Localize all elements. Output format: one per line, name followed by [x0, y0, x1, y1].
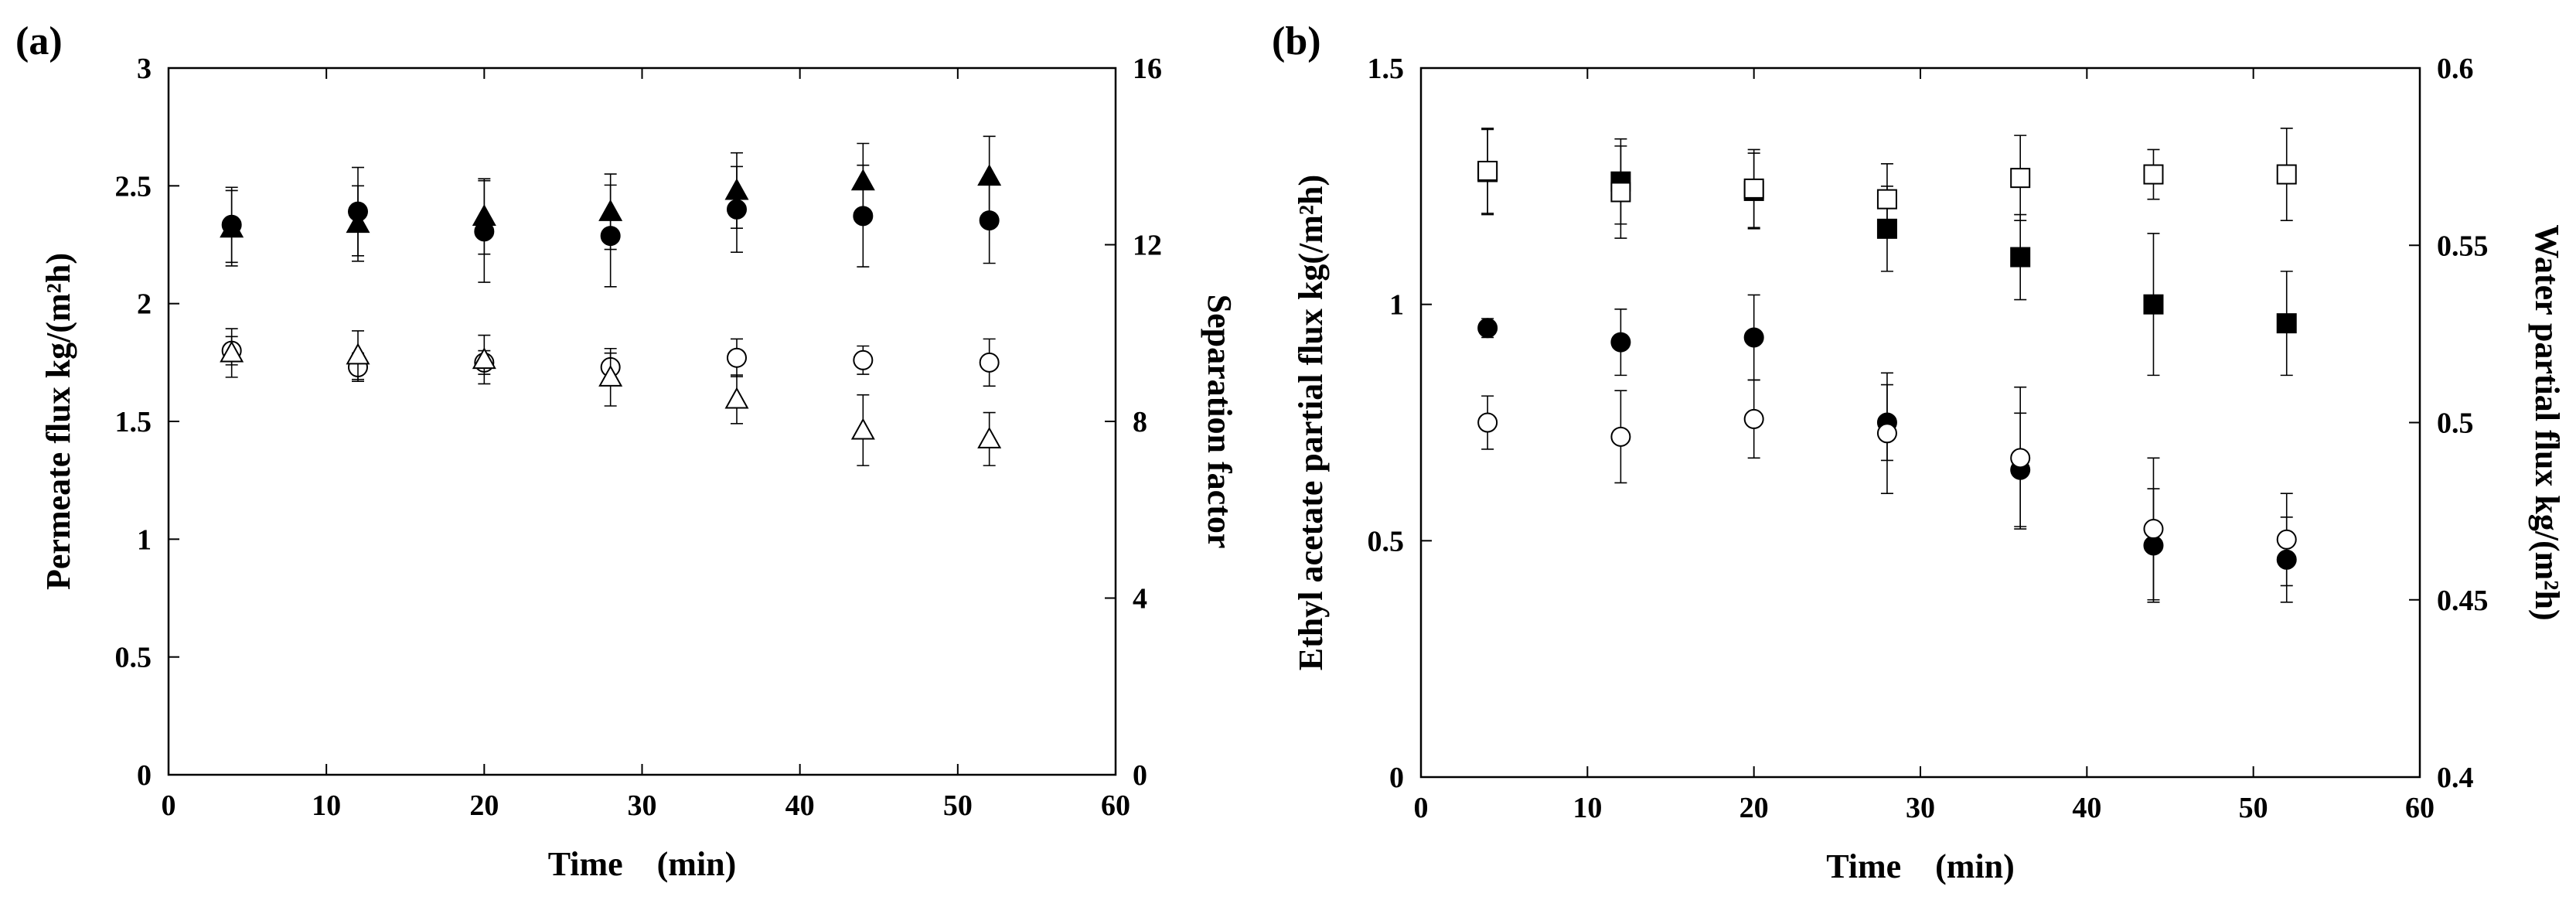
data-point — [346, 343, 370, 365]
x-tick-label: 30 — [628, 789, 657, 822]
y-tick-label: 0 — [137, 759, 152, 792]
y-tick-label: 0.5 — [1368, 525, 1405, 557]
data-point — [221, 214, 242, 235]
data-point — [600, 226, 621, 247]
data-point — [2010, 168, 2031, 189]
series-circle-open — [1477, 372, 2297, 601]
y-tick-label: 3 — [137, 53, 152, 85]
x-tick-label: 60 — [1101, 789, 1130, 822]
x-tick-label: 10 — [1573, 792, 1602, 824]
data-point — [850, 418, 875, 440]
x-tick-label: 50 — [943, 789, 973, 822]
data-point — [1610, 182, 1631, 203]
data-point — [220, 340, 244, 363]
data-point — [727, 347, 747, 368]
data-point — [2143, 164, 2164, 185]
y-tick-label: 1 — [1389, 289, 1404, 322]
panel-label: (a) — [15, 19, 63, 63]
x-tick-label: 0 — [162, 789, 176, 822]
x-tick-label: 20 — [469, 789, 499, 822]
plot-frame — [1419, 66, 2421, 779]
data-point — [2143, 519, 2164, 540]
series-square-open — [1477, 128, 2297, 239]
y2-tick-label: 12 — [1133, 230, 1162, 262]
series-triangle-open — [220, 328, 1002, 466]
data-point — [1876, 423, 1897, 444]
x-tick-label: 60 — [2405, 792, 2435, 824]
x-tick-label: 10 — [312, 789, 341, 822]
y-tick-label: 2 — [137, 288, 152, 321]
y2-tick-label: 16 — [1133, 53, 1162, 85]
y-axis-title: Permeate flux kg/(m²h) — [39, 253, 77, 590]
plot-frame — [167, 66, 1117, 776]
data-point — [1610, 332, 1631, 353]
data-point — [348, 201, 368, 222]
data-point — [2276, 529, 2297, 550]
y2-tick-label: 0.5 — [2437, 407, 2474, 440]
data-point — [724, 387, 749, 409]
y-axis-title: Ethyl acetate partial flux kg(/m²h) — [1292, 175, 1330, 670]
y2-tick-label: 0.4 — [2437, 762, 2474, 794]
x-tick-label: 30 — [1906, 792, 1935, 824]
y2-tick-label: 0.55 — [2437, 230, 2489, 262]
x-tick-label: 0 — [1414, 792, 1429, 824]
y2-tick-label: 4 — [1133, 583, 1147, 615]
data-point — [2010, 247, 2031, 268]
data-point — [1743, 408, 1764, 429]
data-point — [977, 426, 1002, 448]
data-point — [598, 365, 623, 387]
data-point — [1477, 160, 1498, 181]
y-tick-label: 2.5 — [115, 170, 152, 203]
data-point — [2143, 294, 2164, 315]
data-point — [1743, 327, 1764, 348]
y2-tick-label: 0 — [1133, 759, 1147, 792]
y-tick-label: 1 — [137, 523, 152, 556]
y-tick-label: 0.5 — [115, 642, 152, 674]
data-point — [1477, 412, 1498, 433]
y-tick-label: 1.5 — [1368, 53, 1405, 85]
y2-tick-label: 0.6 — [2437, 53, 2474, 85]
y2-tick-label: 0.45 — [2437, 585, 2489, 617]
data-point — [2010, 448, 2031, 469]
x-tick-label: 20 — [1739, 792, 1769, 824]
data-point — [474, 221, 495, 242]
data-point — [2276, 313, 2297, 334]
x-axis-title: Time (min) — [548, 845, 737, 883]
data-point — [1743, 178, 1764, 199]
data-point — [727, 199, 747, 220]
x-axis-title: Time (min) — [1826, 847, 2015, 885]
x-tick-label: 40 — [785, 789, 815, 822]
y-tick-label: 1.5 — [115, 406, 152, 438]
series-circle-filled — [221, 164, 1000, 288]
y2-axis-title: Water partial flux kg/(m²h) — [2528, 224, 2566, 620]
data-point — [979, 210, 1000, 231]
data-point — [2276, 164, 2297, 185]
data-point — [1610, 426, 1631, 447]
y2-axis-title: Separation factor — [1201, 295, 1239, 549]
x-tick-label: 50 — [2239, 792, 2268, 824]
data-point — [472, 347, 496, 370]
x-tick-label: 40 — [2072, 792, 2101, 824]
data-point — [1477, 318, 1498, 339]
panel-b: (b) 0 10 20 30 40 50 60 0 0.5 1 1.5 0.4 0.45 0.5 0.55 0.… — [1272, 19, 2566, 885]
data-point — [853, 349, 874, 370]
y2-tick-label: 8 — [1133, 406, 1147, 438]
data-point — [1876, 189, 1897, 210]
panel-a: (a)0 10 20 30 40 50 6000.511.522.530481216Time… — [15, 19, 1239, 883]
y-tick-label: 0 — [1389, 762, 1404, 794]
data-point — [853, 206, 874, 227]
data-point — [979, 352, 1000, 373]
panel-label: (b) — [1272, 19, 1321, 63]
